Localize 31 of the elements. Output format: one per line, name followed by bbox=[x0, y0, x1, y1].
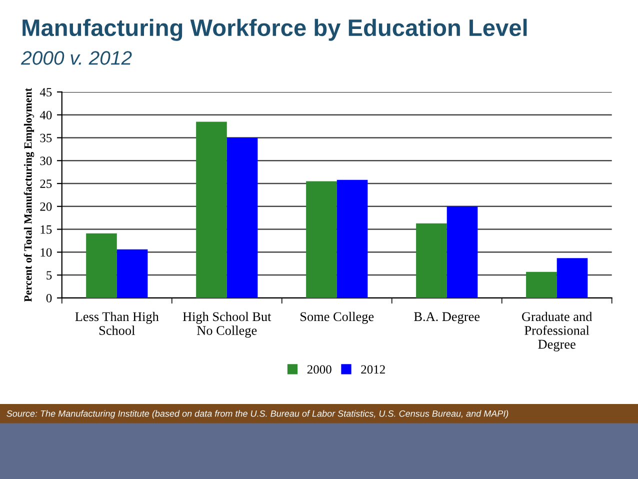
bar bbox=[526, 272, 557, 298]
bar bbox=[446, 206, 478, 298]
y-tick-label: 15 bbox=[40, 225, 52, 234]
y-tick-label: 10 bbox=[40, 248, 52, 257]
bar bbox=[226, 138, 258, 298]
x-tick-label: High School But No College bbox=[182, 312, 272, 338]
x-tick-label: Graduate and Professional Degree bbox=[522, 312, 592, 352]
chart-title: Manufacturing Workforce by Education Level bbox=[22, 18, 527, 41]
y-tick-label: 25 bbox=[40, 180, 52, 188]
x-tick-label: B.A. Degree bbox=[414, 312, 480, 324]
bar bbox=[336, 180, 368, 298]
x-tick-label: Some College bbox=[300, 312, 374, 324]
bar bbox=[416, 223, 447, 298]
bar bbox=[196, 122, 227, 298]
y-tick-label: 20 bbox=[40, 202, 52, 211]
source-note: Source: The Manufacturing Institute (based on data from the U.S. Bureau of Labor Statistics, U.S. Census Bureau, and MAPI) bbox=[6, 410, 508, 419]
bar bbox=[556, 258, 588, 298]
bar bbox=[116, 249, 148, 298]
bar bbox=[86, 233, 117, 298]
y-tick-label: 45 bbox=[40, 88, 52, 96]
y-tick-label: 0 bbox=[46, 294, 52, 302]
y-tick-label: 30 bbox=[40, 156, 52, 166]
y-tick-label: 35 bbox=[40, 134, 52, 142]
legend-label: 2000 bbox=[307, 365, 332, 374]
legend-label: 2012 bbox=[361, 365, 385, 374]
y-tick-label: 5 bbox=[46, 271, 52, 280]
y-tick-label: 40 bbox=[40, 110, 52, 120]
bar bbox=[306, 181, 337, 298]
chart-subtitle: 2000 v. 2012 bbox=[20, 51, 132, 65]
y-axis-title: Percent of Total Manufacturing Employment bbox=[24, 88, 34, 302]
x-tick-label: Less Than High School bbox=[75, 312, 159, 335]
